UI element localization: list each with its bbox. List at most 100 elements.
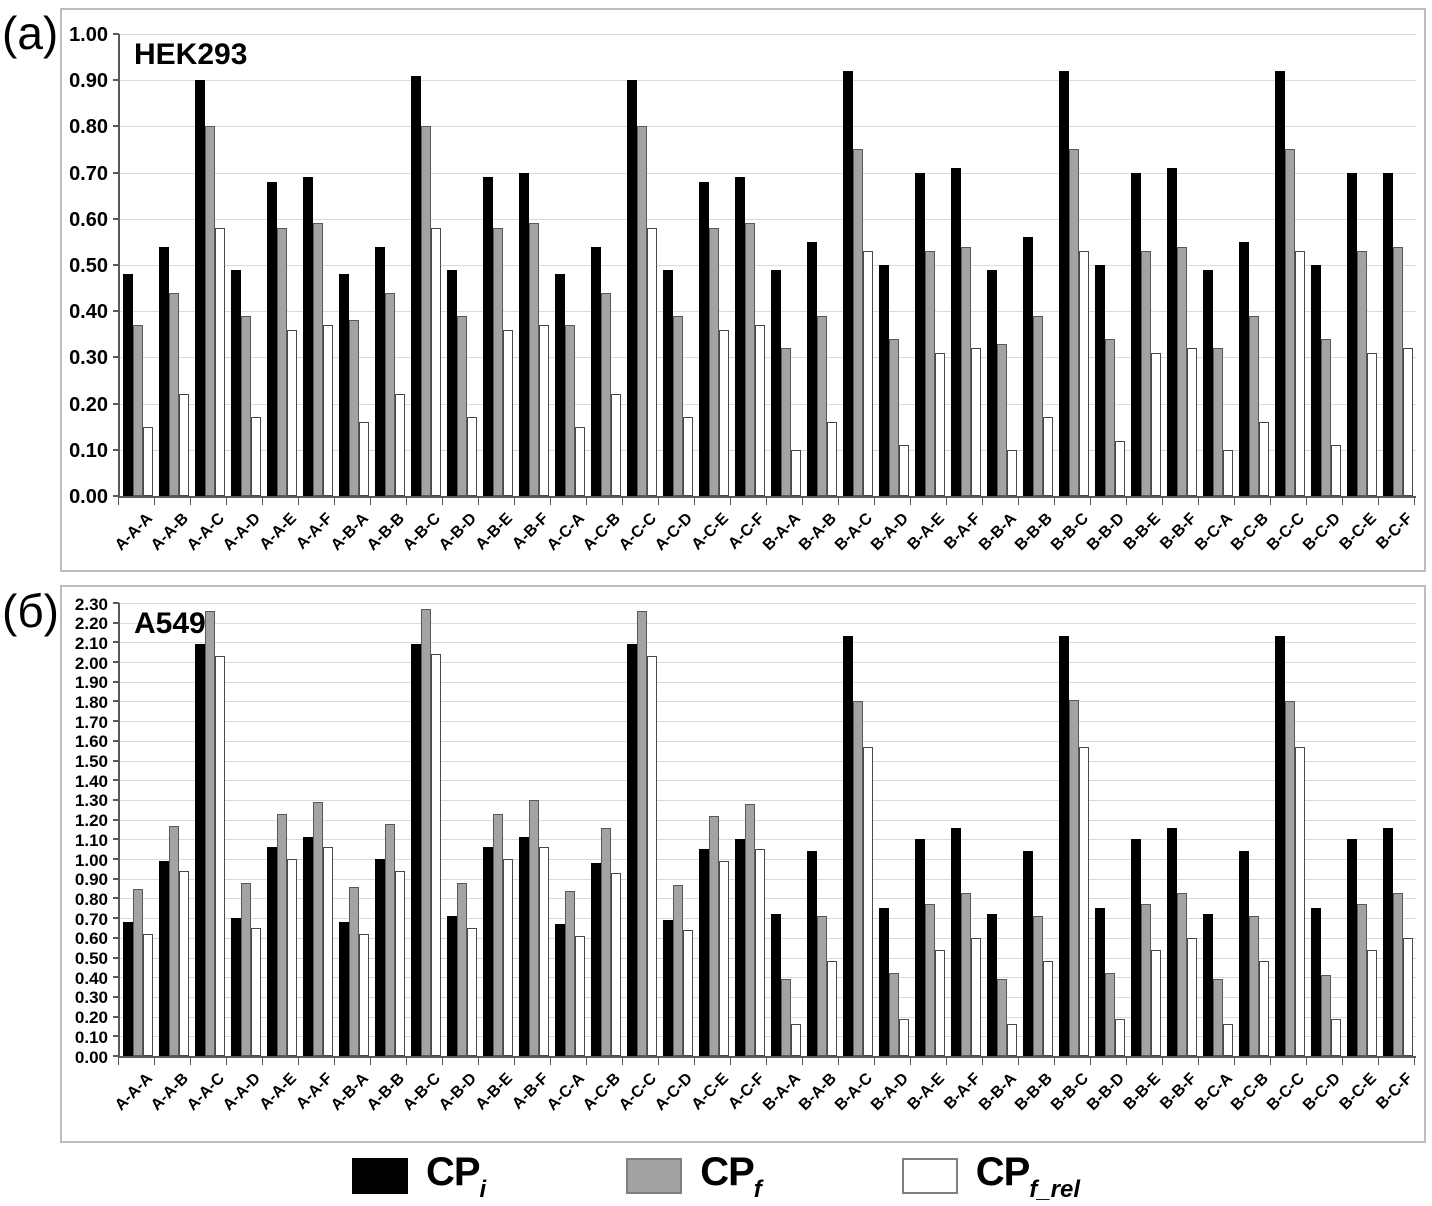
bar-CP_i-A-B-A bbox=[339, 274, 349, 496]
x-axis-tick bbox=[478, 1058, 479, 1065]
bar-CP_f-A-C-A bbox=[565, 891, 575, 1056]
y-tick-label: 0.40 bbox=[74, 968, 108, 988]
x-tick-label-A-C-A: A-C-A bbox=[543, 1070, 588, 1115]
bar-CP_f-B-C-A bbox=[1213, 979, 1223, 1056]
x-axis-tick bbox=[226, 1058, 227, 1065]
y-tick-label: 2.10 bbox=[74, 633, 108, 653]
bar-group-B-B-D bbox=[1092, 34, 1128, 496]
gridline bbox=[120, 740, 1416, 742]
x-axis-tick bbox=[658, 1058, 659, 1065]
y-axis-tick bbox=[113, 700, 119, 703]
legend-item-cpi: CPi bbox=[351, 1150, 486, 1203]
bar-CP_f-A-B-A bbox=[349, 887, 359, 1056]
gridline bbox=[120, 265, 1416, 266]
bar-group-A-A-C bbox=[192, 603, 228, 1056]
bar-CP_i-A-C-A bbox=[555, 274, 565, 496]
bar-CP_f-B-B-C bbox=[1069, 149, 1079, 496]
bar-group-A-C-E bbox=[696, 603, 732, 1056]
bar-group-B-B-D bbox=[1092, 603, 1128, 1056]
legend-item-cpfrel: CPf_rel bbox=[901, 1150, 1080, 1203]
gridline bbox=[120, 957, 1416, 959]
bar-CP_i-A-C-A bbox=[555, 924, 565, 1056]
x-axis-tick bbox=[406, 498, 407, 505]
x-tick-label-A-B-F: A-B-F bbox=[509, 510, 552, 553]
bar-CP_f_rel-A-C-C bbox=[647, 656, 657, 1056]
bar-CP_i-B-A-F bbox=[951, 828, 961, 1056]
bar-CP_f_rel-B-C-F bbox=[1403, 938, 1413, 1056]
bar-group-B-C-E bbox=[1344, 603, 1380, 1056]
bar-CP_f-A-B-E bbox=[493, 228, 503, 496]
panel-b-letter: (б) bbox=[2, 585, 59, 637]
y-tick-label: 0.10 bbox=[74, 1027, 108, 1047]
y-tick-label: 0.20 bbox=[74, 1008, 108, 1028]
bar-CP_f_rel-A-A-E bbox=[287, 859, 297, 1056]
y-tick-label: 0.10 bbox=[69, 439, 108, 462]
bar-group-B-C-D bbox=[1308, 34, 1344, 496]
bar-CP_i-A-A-D bbox=[231, 270, 241, 496]
bar-CP_i-A-A-A bbox=[123, 922, 133, 1056]
x-tick-label-A-C-C: A-C-C bbox=[615, 510, 660, 555]
x-axis-tick bbox=[1414, 1058, 1415, 1065]
x-axis-tick bbox=[442, 498, 443, 505]
y-axis-tick bbox=[113, 858, 119, 861]
y-axis-tick bbox=[113, 1015, 119, 1018]
bar-CP_f_rel-A-C-D bbox=[683, 417, 693, 496]
x-tick-label-B-B-D: B-B-D bbox=[1083, 510, 1128, 555]
x-axis-tick bbox=[838, 1058, 839, 1065]
x-axis-tick bbox=[1342, 1058, 1343, 1065]
y-tick-label: 0.50 bbox=[74, 949, 108, 969]
x-tick-label-A-C-A: A-C-A bbox=[543, 510, 588, 555]
bar-group-B-A-D bbox=[876, 34, 912, 496]
x-tick-label-A-A-B: A-A-B bbox=[147, 1070, 192, 1115]
bar-CP_i-B-B-B bbox=[1023, 237, 1033, 496]
bar-CP_f_rel-B-A-D bbox=[899, 1019, 909, 1056]
x-axis-tick bbox=[1126, 1058, 1127, 1065]
bar-CP_i-B-C-A bbox=[1203, 914, 1213, 1056]
x-axis-tick bbox=[694, 1058, 695, 1065]
x-tick-label-B-A-D: B-A-D bbox=[867, 510, 912, 555]
bar-group-B-A-F bbox=[948, 603, 984, 1056]
bar-CP_f_rel-A-A-A bbox=[143, 427, 153, 496]
gridline bbox=[120, 799, 1416, 801]
bar-CP_f_rel-A-A-C bbox=[215, 656, 225, 1056]
bar-CP_f_rel-A-B-D bbox=[467, 417, 477, 496]
bar-CP_f-A-A-A bbox=[133, 325, 143, 496]
bar-CP_i-B-C-F bbox=[1383, 173, 1393, 496]
x-axis-tick bbox=[982, 498, 983, 505]
x-tick-label-A-C-D: A-C-D bbox=[651, 510, 696, 555]
legend-item-cpf: CPf bbox=[626, 1150, 762, 1203]
bar-CP_f-B-C-E bbox=[1357, 904, 1367, 1056]
bar-group-B-B-C bbox=[1056, 603, 1092, 1056]
bar-CP_f_rel-A-A-F bbox=[323, 847, 333, 1056]
bar-CP_i-B-A-B bbox=[807, 851, 817, 1056]
x-axis-tick bbox=[1378, 1058, 1379, 1065]
bar-CP_f-A-B-C bbox=[421, 126, 431, 496]
bar-CP_i-B-C-C bbox=[1275, 636, 1285, 1056]
bar-CP_f-B-B-A bbox=[997, 344, 1007, 496]
gridline bbox=[120, 172, 1416, 174]
gridline bbox=[120, 701, 1416, 703]
x-tick-label-A-C-F: A-C-F bbox=[725, 1070, 768, 1113]
bar-CP_f_rel-A-A-B bbox=[179, 394, 189, 496]
bar-CP_f-B-B-C bbox=[1069, 700, 1079, 1056]
panel-a549-chart: A549 2.30 2.20 2.10 2.00 1.90 1.80 1.70 1.60 1.50… bbox=[60, 585, 1426, 1143]
x-axis-tick bbox=[1018, 1058, 1019, 1065]
bar-group-A-B-E bbox=[480, 603, 516, 1056]
bar-group-B-B-E bbox=[1128, 603, 1164, 1056]
bar-CP_f_rel-B-A-E bbox=[935, 950, 945, 1056]
bar-CP_f_rel-A-C-F bbox=[755, 325, 765, 496]
x-axis-tick bbox=[910, 498, 911, 505]
x-axis-tick bbox=[154, 498, 155, 505]
bar-CP_f_rel-A-C-D bbox=[683, 930, 693, 1056]
bar-group-B-B-E bbox=[1128, 34, 1164, 496]
x-tick-label-A-C-C: A-C-C bbox=[615, 1070, 660, 1115]
bar-CP_f_rel-A-A-F bbox=[323, 325, 333, 496]
y-tick-label: 1.50 bbox=[74, 752, 108, 772]
x-axis-tick bbox=[262, 1058, 263, 1065]
bar-CP_f_rel-A-C-B bbox=[611, 873, 621, 1056]
bar-CP_f-A-B-D bbox=[457, 316, 467, 496]
bar-CP_i-B-C-A bbox=[1203, 270, 1213, 496]
bar-CP_f-B-A-F bbox=[961, 247, 971, 496]
x-axis-tick bbox=[946, 1058, 947, 1065]
x-axis-tick bbox=[1090, 1058, 1091, 1065]
